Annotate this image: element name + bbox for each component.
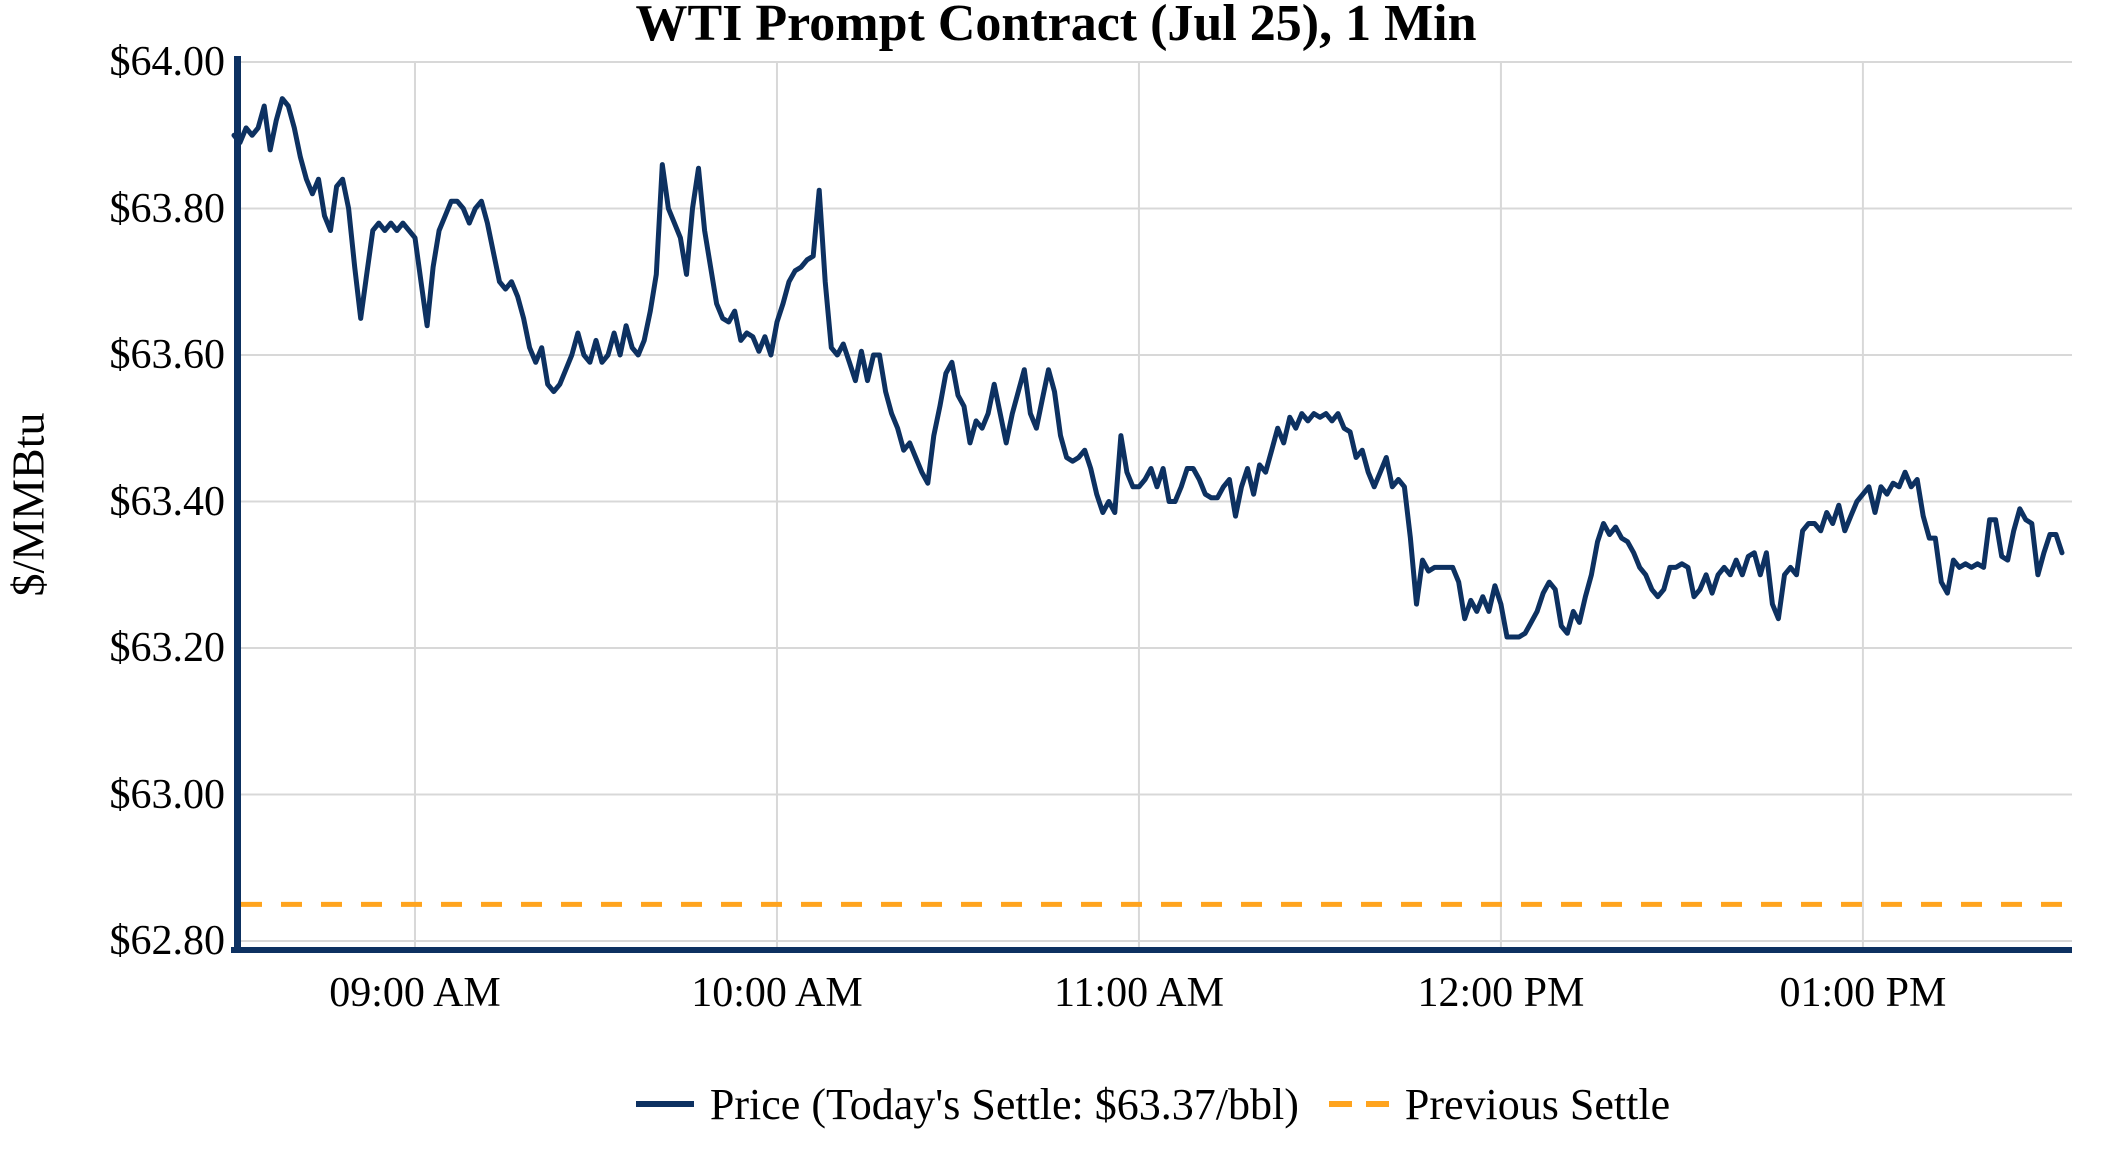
y-tick-label: $63.40 [109, 478, 226, 525]
legend-item-price: Price (Today's Settle: $63.37/bbl) [635, 1079, 1299, 1130]
previous-settle-dash-sample-icon [1328, 1101, 1389, 1107]
x-tick-label: 09:00 AM [329, 970, 501, 1016]
legend-item-previous-settle: Previous Settle [1328, 1079, 1671, 1130]
y-tick-label: $63.80 [109, 185, 226, 232]
x-tick-label: 11:00 AM [1053, 970, 1224, 1016]
y-axis-spine [234, 56, 241, 953]
y-tick-label: $64.00 [109, 39, 226, 85]
x-tick-label: 12:00 PM [1417, 970, 1585, 1016]
price-line [231, 96, 2065, 640]
chart-title: WTI Prompt Contract (Jul 25), 1 Min [635, 0, 1477, 52]
legend-previous-settle-label: Previous Settle [1404, 1079, 1671, 1129]
y-tick-label: $63.20 [109, 625, 226, 671]
y-tick-label: $63.00 [109, 771, 226, 818]
y-tick-label: $62.80 [109, 918, 226, 964]
legend-price-label: Price (Today's Settle: $63.37/bbl) [709, 1079, 1299, 1129]
price-line-sample-icon [635, 1101, 694, 1107]
x-tick-label: 01:00 PM [1779, 970, 1947, 1016]
legend: Price (Today's Settle: $63.37/bbl) Previ… [234, 1072, 2072, 1136]
x-axis-spine [231, 947, 2072, 953]
x-tick-label: 10:00 AM [691, 970, 863, 1016]
y-tick-label: $63.60 [109, 332, 226, 378]
